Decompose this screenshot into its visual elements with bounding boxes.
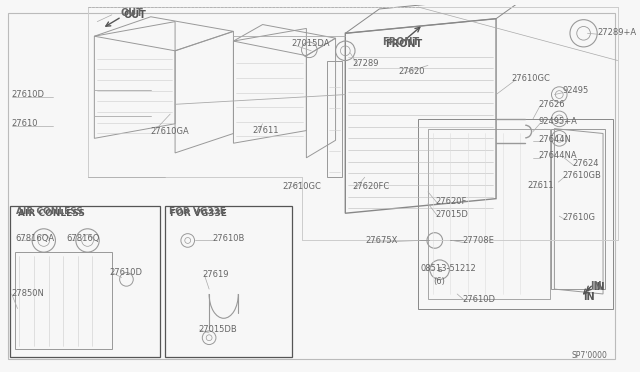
- Text: 92495: 92495: [562, 86, 588, 95]
- Text: IN: IN: [593, 282, 605, 292]
- Text: 27015D: 27015D: [436, 210, 468, 219]
- Text: 27289+A: 27289+A: [597, 28, 636, 37]
- Text: 27610GC: 27610GC: [282, 183, 321, 192]
- Text: 27610D: 27610D: [462, 295, 495, 304]
- Bar: [165, 206, 292, 357]
- Text: 27644N: 27644N: [539, 135, 572, 144]
- Text: IN: IN: [584, 292, 595, 302]
- Text: 27620FC: 27620FC: [352, 183, 389, 192]
- Bar: [15, 252, 112, 349]
- Text: 27289: 27289: [352, 59, 379, 68]
- Text: 27610GB: 27610GB: [562, 171, 601, 180]
- Text: 27015DB: 27015DB: [198, 326, 237, 334]
- Text: 27611: 27611: [527, 180, 554, 189]
- Text: FRONT: FRONT: [382, 37, 419, 47]
- Text: AIR CONLESS: AIR CONLESS: [17, 209, 84, 218]
- Text: FOR VG33E: FOR VG33E: [170, 209, 227, 218]
- Bar: [552, 129, 605, 289]
- Text: 27611: 27611: [253, 126, 280, 135]
- Text: 27610G: 27610G: [562, 213, 595, 222]
- Text: 27644NA: 27644NA: [539, 151, 577, 160]
- Text: 67816Q: 67816Q: [66, 234, 99, 243]
- Text: 27610D: 27610D: [109, 268, 142, 277]
- Text: 27610GA: 27610GA: [151, 127, 189, 136]
- Text: FRONT: FRONT: [385, 39, 422, 49]
- Text: 27619: 27619: [202, 270, 229, 279]
- Text: 27610: 27610: [12, 119, 38, 128]
- Text: 27610D: 27610D: [12, 90, 45, 99]
- Text: 27626: 27626: [539, 100, 566, 109]
- Text: SP7'0000: SP7'0000: [572, 351, 608, 360]
- Text: (6): (6): [433, 277, 445, 286]
- Text: FOR VG33E: FOR VG33E: [169, 207, 226, 216]
- Bar: [10, 206, 161, 357]
- Text: 92495+A: 92495+A: [539, 117, 578, 126]
- Text: 27610GC: 27610GC: [511, 74, 550, 83]
- Text: 08513-51212: 08513-51212: [420, 264, 476, 273]
- Text: 27624: 27624: [572, 159, 598, 168]
- Text: 27850N: 27850N: [12, 289, 45, 298]
- Bar: [418, 119, 612, 308]
- Text: 27620F: 27620F: [436, 197, 467, 206]
- Text: 27610B: 27610B: [212, 234, 244, 243]
- Text: 27675X: 27675X: [365, 236, 398, 245]
- Text: OUT: OUT: [120, 8, 143, 18]
- Text: IN: IN: [590, 281, 602, 291]
- Text: 27620: 27620: [399, 67, 426, 76]
- Text: OUT: OUT: [124, 10, 147, 20]
- Bar: [327, 61, 342, 177]
- Text: 27708E: 27708E: [462, 236, 494, 245]
- Bar: [428, 129, 550, 299]
- Text: S: S: [438, 267, 442, 273]
- Text: 67816QA: 67816QA: [15, 234, 54, 243]
- Text: 27015DA: 27015DA: [292, 39, 330, 48]
- Text: AIR CONLESS: AIR CONLESS: [15, 207, 83, 216]
